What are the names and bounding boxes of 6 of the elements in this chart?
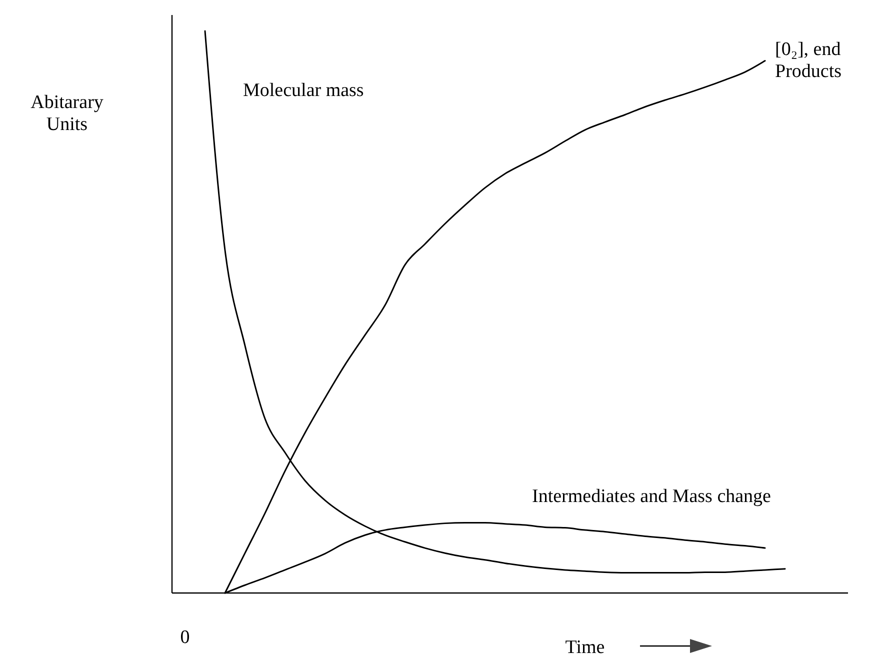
x-axis-title: Time xyxy=(565,637,605,658)
series-label: Intermediates and Mass change xyxy=(532,486,771,507)
series-label: [0₂], end Products xyxy=(775,38,842,82)
series-label: Molecular mass xyxy=(243,80,364,101)
text: 0 xyxy=(180,627,190,648)
y-axis-title: Abitarary Units xyxy=(30,92,104,135)
